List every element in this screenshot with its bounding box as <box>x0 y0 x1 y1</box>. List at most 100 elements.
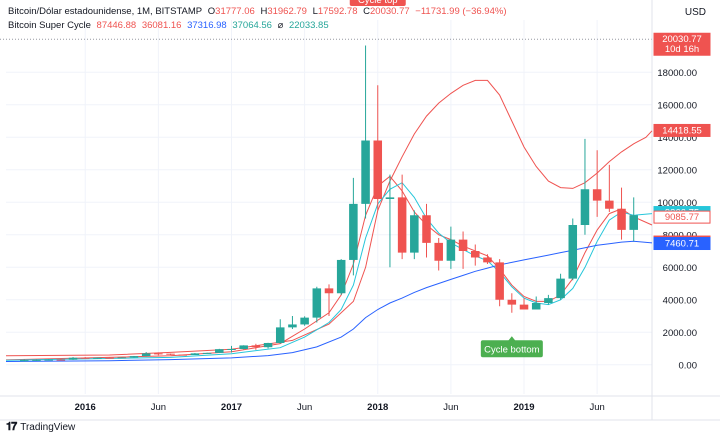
candle-body <box>117 357 127 359</box>
candle-body <box>312 288 322 318</box>
candle-body <box>592 189 602 201</box>
ohlc-high: H31962.79 <box>260 6 307 17</box>
annotation-box <box>480 340 543 358</box>
tradingview-brand[interactable]: 𝟏𝟕 TradingView <box>6 421 75 434</box>
symbol-legend: Bitcoin/Dólar estadounidense, 1M, BITSTA… <box>8 6 509 17</box>
indicator-lines <box>5 79 653 362</box>
price-label-text: 9085.77 <box>665 212 699 223</box>
y-tick-label: 16000.00 <box>657 100 697 111</box>
candle-body <box>154 353 163 355</box>
tradingview-logo-icon: 𝟏𝟕 <box>6 421 17 433</box>
candle-body <box>129 356 139 358</box>
candle-body <box>300 317 309 325</box>
open-label: O <box>207 6 216 17</box>
candle-body <box>568 225 578 279</box>
candle-body <box>495 262 504 300</box>
ohlc-close: C20030.77 <box>363 6 410 17</box>
candle-body <box>68 357 78 360</box>
indicator-line <box>5 79 653 357</box>
price-label-text: 14418.55 <box>662 125 702 136</box>
high-label: H <box>260 6 268 17</box>
y-tick-label: 14000.00 <box>657 133 697 144</box>
candle-body <box>288 324 297 328</box>
candle-body <box>422 215 431 243</box>
candle-body <box>105 357 114 359</box>
candle-body <box>458 239 468 251</box>
close-value: 20030.77 <box>370 6 410 17</box>
indicator-line <box>5 182 653 361</box>
low-value: 17592.78 <box>317 6 358 17</box>
symbol-name: Bitcoin/Dólar estadounidense, 1M, BITSTA… <box>8 6 203 17</box>
low-label: L <box>312 6 318 17</box>
annotations: Cycle top Cycle bottom <box>349 0 543 358</box>
indicator-value-1: 87446.88 <box>96 20 137 31</box>
indicator-value-5: ⌀ <box>277 20 284 31</box>
indicator-value-2: 36081.16 <box>141 20 182 31</box>
candle-body <box>93 357 102 359</box>
candle-body <box>483 257 492 263</box>
candle-body <box>446 239 456 261</box>
y-tick-label: 12000.00 <box>657 165 697 176</box>
candle-body <box>385 197 395 199</box>
x-tick-label: 2017 <box>221 402 242 413</box>
candle-body <box>275 327 285 343</box>
candle-body <box>336 259 346 294</box>
candle-body <box>349 203 358 260</box>
candle-body <box>56 359 66 361</box>
brand-name: TradingView <box>20 422 76 433</box>
candle-body <box>227 348 236 350</box>
candle-body <box>44 359 53 361</box>
indicator-name: Bitcoin Super Cycle <box>8 20 91 31</box>
candles <box>20 45 638 362</box>
candle-body <box>80 357 90 359</box>
candle-body <box>519 304 529 310</box>
currency-label[interactable]: USD <box>684 7 706 18</box>
open-value: 31777.06 <box>215 6 255 17</box>
price-label-box <box>653 237 711 251</box>
candle-body <box>178 354 188 356</box>
candle-body <box>361 140 370 204</box>
candle-body <box>324 288 334 294</box>
candle-body <box>556 278 565 299</box>
candle-body <box>239 345 248 349</box>
candle-body <box>20 360 29 362</box>
candle-body <box>215 349 224 353</box>
x-tick-label: 2016 <box>75 402 96 413</box>
y-tick-label: 0.00 <box>679 360 698 371</box>
candle-body <box>507 299 517 305</box>
candle-body <box>617 208 626 230</box>
indicator-line <box>5 175 653 361</box>
candle-body <box>410 215 419 253</box>
y-tick-label: 4000.00 <box>663 295 697 306</box>
x-tick-label: 2019 <box>513 402 534 413</box>
x-tick-label: Jun <box>443 402 458 413</box>
candle-body <box>373 140 383 199</box>
high-value: 31962.79 <box>267 6 307 17</box>
indicator-value-6: 22033.85 <box>288 20 329 31</box>
price-label-box <box>653 210 711 224</box>
annotation-label: Cycle top <box>358 0 398 6</box>
x-axis: 2016 Jun 2017 Jun 2018 Jun 2019 Jun <box>75 402 605 413</box>
candle-body <box>166 353 175 355</box>
candle-body <box>397 197 407 253</box>
annotation-label: Cycle bottom <box>484 344 540 355</box>
price-label-countdown: 10d 16h <box>665 44 699 55</box>
x-tick-label: Jun <box>297 402 312 413</box>
candle-body <box>544 298 553 303</box>
y-tick-label: 10000.00 <box>657 198 697 209</box>
candle-body <box>32 359 41 361</box>
close-label: C <box>363 6 371 17</box>
candle-body <box>141 353 151 357</box>
candle-body <box>629 215 638 230</box>
indicator-legend[interactable]: Bitcoin Super Cycle 87446.88 36081.16 37… <box>8 20 332 31</box>
candle-body <box>580 189 590 225</box>
candle-body <box>190 353 200 355</box>
candle-body <box>470 251 480 258</box>
ohlc-low: L17592.78 <box>313 6 358 17</box>
price-label-text: 20030.77 <box>662 34 702 45</box>
candle-body <box>531 303 541 310</box>
y-tick-label: 2000.00 <box>663 328 697 339</box>
